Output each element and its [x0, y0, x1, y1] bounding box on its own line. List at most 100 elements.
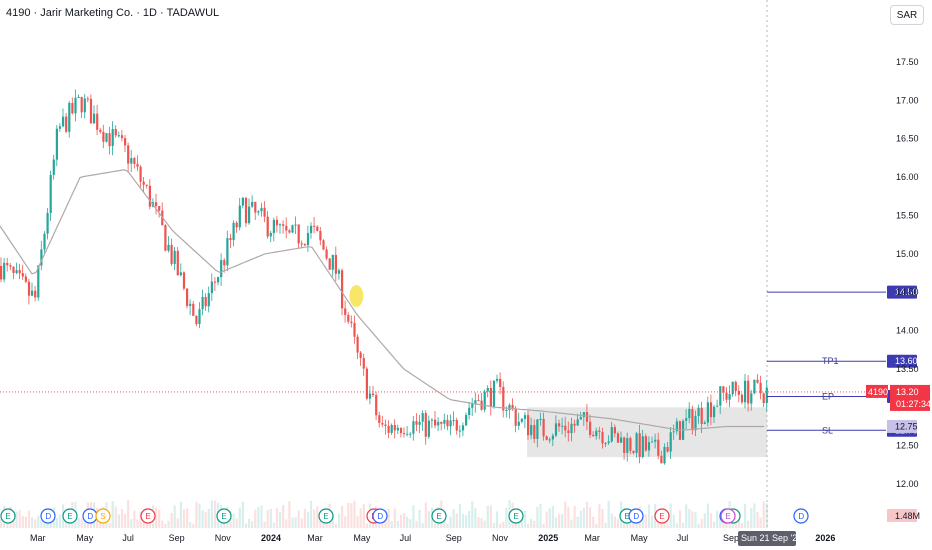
volume-bar [272, 522, 275, 528]
candle-body [703, 422, 706, 424]
candle-body [18, 270, 21, 274]
candle-body [89, 98, 93, 124]
candle-body [114, 129, 117, 136]
volume-bar [685, 504, 688, 528]
candle-body [52, 159, 55, 175]
candle-body [449, 420, 452, 427]
price-tick-label: 12.50 [896, 441, 919, 451]
event-dividend-icon[interactable] [40, 508, 56, 524]
volume-bar [412, 505, 415, 528]
event-earnings-red-icon[interactable] [654, 508, 670, 524]
ma-price-text: 12.75 [895, 421, 918, 431]
candle-body [616, 433, 620, 443]
candle-body [142, 181, 145, 185]
volume-bar [669, 503, 672, 528]
time-tick-label: Nov [215, 533, 232, 543]
currency-button[interactable]: SAR [890, 5, 924, 25]
consolidation-range-box[interactable] [527, 407, 767, 458]
candle-body [130, 158, 133, 164]
volume-bar [207, 508, 210, 528]
event-dividend-icon[interactable] [793, 508, 809, 524]
candle-body [58, 126, 62, 129]
candle-body [173, 250, 176, 264]
candle-body [120, 135, 124, 139]
event-earnings-icon[interactable] [0, 508, 16, 524]
price-tick-label: 16.00 [896, 172, 919, 182]
event-earnings-red-icon[interactable] [140, 508, 156, 524]
volume-bar [719, 518, 722, 528]
volume-bar [155, 507, 158, 528]
event-future-icon[interactable] [720, 508, 736, 524]
level-label: TP1 [822, 356, 839, 366]
event-earnings-icon[interactable] [508, 508, 524, 524]
volume-bar [465, 515, 468, 528]
candle-body [744, 380, 747, 403]
event-dividend-icon[interactable] [372, 508, 388, 524]
candle-body [685, 418, 688, 421]
candle-body [468, 407, 471, 416]
candle-body [527, 415, 530, 436]
candle-body [220, 260, 223, 278]
volume-bar [331, 516, 334, 528]
chart-title: 4190 · Jarir Marketing Co. · 1D · TADAWU… [6, 7, 220, 19]
highlight-marker[interactable] [349, 285, 364, 308]
event-label: D [377, 512, 383, 521]
candle-body [350, 321, 353, 323]
candle-body [297, 224, 300, 244]
volume-bar [319, 514, 322, 528]
candle-body [756, 379, 759, 383]
volume-bar [254, 509, 257, 528]
candle-body [182, 272, 186, 289]
candle-body [561, 425, 564, 427]
candle-body [570, 423, 573, 434]
event-earnings-icon[interactable] [318, 508, 334, 524]
volume-bar [192, 523, 195, 528]
volume-bar [158, 509, 161, 528]
candle-body [244, 197, 248, 224]
volume-bar [434, 523, 437, 528]
candle-body [700, 407, 703, 424]
event-dividend-icon[interactable] [628, 508, 644, 524]
volume-bar [499, 523, 502, 528]
volume-bar [334, 523, 337, 528]
candle-body [626, 438, 629, 453]
event-earnings-icon[interactable] [431, 508, 447, 524]
volume-bar [545, 511, 548, 528]
candle-body [65, 116, 68, 132]
volume-bar [111, 501, 114, 528]
volume-bar [446, 523, 449, 528]
candle-body [241, 197, 244, 206]
volume-bar [173, 505, 176, 528]
candle-body [440, 421, 443, 424]
event-label: E [513, 512, 518, 521]
event-earnings-icon[interactable] [62, 508, 78, 524]
volume-bar [737, 515, 740, 528]
candle-body [291, 225, 294, 233]
volume-bar [697, 523, 700, 528]
candle-body [55, 128, 58, 160]
volume-bar [27, 510, 31, 528]
candle-body [362, 358, 365, 369]
volume-bar [114, 506, 117, 528]
candle-body [263, 207, 266, 217]
time-tick-label: May [631, 533, 649, 543]
volume-bar [561, 514, 564, 528]
candle-body [341, 270, 344, 309]
candle-body [434, 419, 437, 426]
volume-bar [452, 509, 455, 528]
volume-bar [127, 500, 130, 528]
candle-body [251, 201, 254, 207]
volume-bar [0, 518, 3, 528]
volume-bar [285, 519, 288, 528]
event-earnings-icon[interactable] [216, 508, 232, 524]
time-tick-label: Mar [584, 533, 600, 543]
candle-body [558, 423, 561, 427]
volume-tag [887, 509, 917, 522]
volume-bar [248, 518, 251, 528]
candle-body [638, 433, 641, 457]
event-split-icon[interactable] [95, 508, 111, 524]
candle-body [740, 394, 744, 403]
volume-bar [678, 510, 682, 528]
candle-body [387, 425, 390, 433]
